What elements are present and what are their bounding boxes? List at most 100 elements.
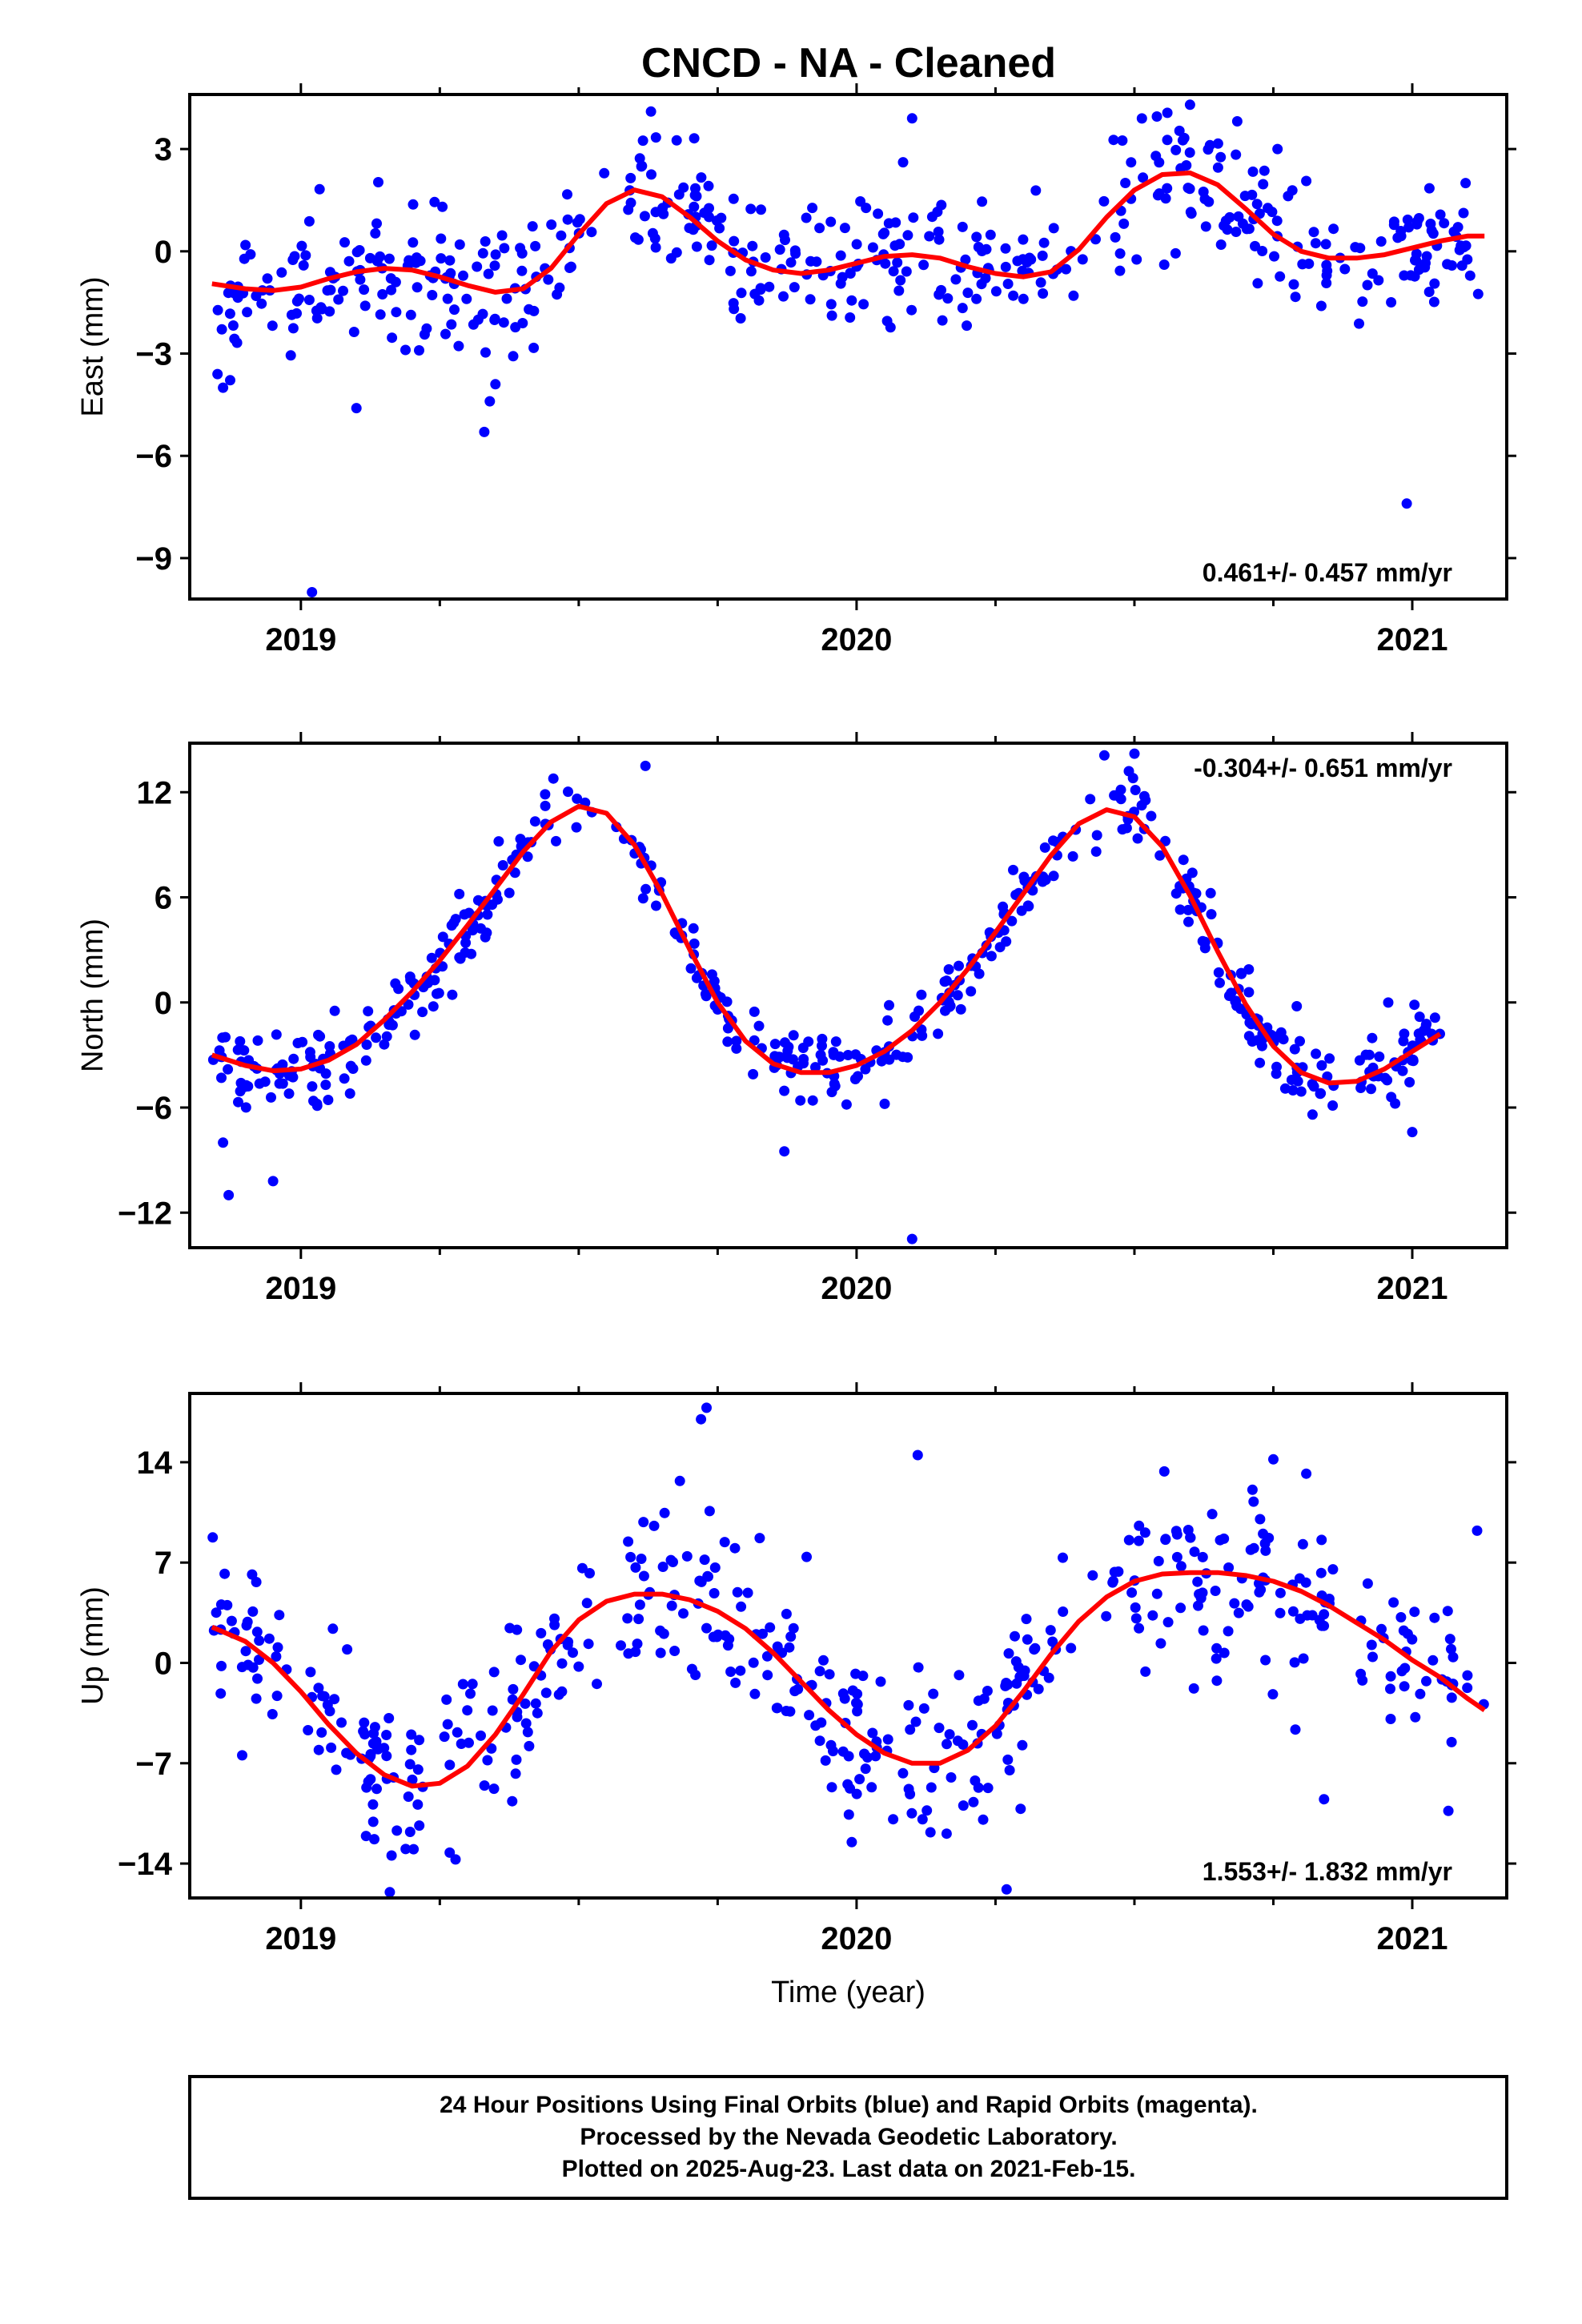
east-point xyxy=(1328,223,1339,235)
up-point xyxy=(358,1726,369,1737)
north-xtick-label: 2021 xyxy=(1377,1271,1448,1306)
up-point xyxy=(622,1613,633,1624)
east-point xyxy=(480,236,491,247)
up-point xyxy=(240,1646,251,1657)
up-point xyxy=(1275,1587,1286,1598)
up-point xyxy=(1289,1657,1300,1668)
east-point xyxy=(1460,178,1472,189)
east-point xyxy=(408,199,419,210)
up-point xyxy=(828,1746,838,1757)
up-point xyxy=(486,1743,497,1754)
east-point xyxy=(729,235,740,247)
north-point xyxy=(240,1102,251,1113)
up-point xyxy=(584,1568,595,1578)
up-point xyxy=(1175,1561,1186,1572)
up-point xyxy=(703,1571,713,1582)
east-point xyxy=(445,267,456,279)
east-point xyxy=(572,217,583,228)
up-point xyxy=(464,1737,474,1748)
east-point xyxy=(412,282,423,293)
north-point xyxy=(1307,1109,1318,1120)
up-point xyxy=(967,1719,978,1731)
north-point xyxy=(252,1035,263,1046)
up-point xyxy=(860,1763,871,1775)
east-point xyxy=(371,255,383,267)
north-point xyxy=(1048,870,1059,882)
up-point xyxy=(482,1755,493,1766)
north-point xyxy=(217,1032,228,1043)
up-point xyxy=(918,1703,930,1714)
east-point xyxy=(937,315,948,326)
up-point xyxy=(788,1622,799,1634)
east-point xyxy=(385,273,396,284)
up-point xyxy=(452,1727,463,1738)
up-point xyxy=(630,1562,641,1573)
east-point xyxy=(405,309,416,320)
east-point xyxy=(957,221,968,232)
up-point xyxy=(1000,1680,1011,1691)
north-point xyxy=(254,1078,265,1089)
east-point xyxy=(1401,498,1412,509)
up-point xyxy=(1229,1598,1240,1609)
up-point xyxy=(1211,1675,1223,1687)
north-point xyxy=(1316,1059,1327,1071)
east-point xyxy=(960,254,971,265)
north-frame xyxy=(188,742,1508,1249)
up-point xyxy=(686,1663,697,1675)
east-point xyxy=(658,208,669,219)
north-point xyxy=(830,1036,841,1047)
footer-line-3: Plotted on 2025-Aug-23. Last data on 202… xyxy=(562,2156,1136,2182)
up-point xyxy=(412,1764,424,1775)
up-rate-label: 1.553+/- 1.832 mm/yr xyxy=(1203,1857,1452,1886)
east-point xyxy=(1212,138,1223,149)
north-point xyxy=(1438,0,1448,6)
east-point xyxy=(404,255,415,266)
north-point xyxy=(339,1073,350,1084)
north-point xyxy=(1136,800,1147,811)
east-point xyxy=(1158,259,1170,270)
east-point xyxy=(498,317,509,328)
up-point xyxy=(1162,1617,1174,1628)
up-point xyxy=(384,1887,396,1898)
up-point xyxy=(556,1658,568,1669)
east-point xyxy=(1386,297,1397,308)
up-point xyxy=(536,1627,547,1638)
north-point xyxy=(1429,1012,1440,1023)
north-point xyxy=(1090,846,1102,857)
north-point xyxy=(1085,794,1096,805)
east-point xyxy=(646,169,656,180)
up-point xyxy=(657,1562,669,1572)
up-point xyxy=(735,1665,746,1676)
east-point xyxy=(1429,278,1440,289)
up-point xyxy=(970,1775,981,1786)
up-point xyxy=(211,1607,222,1618)
east-point xyxy=(528,342,540,353)
north-point xyxy=(447,989,458,1000)
up-point xyxy=(476,1730,486,1741)
up-point xyxy=(407,1774,418,1785)
north-point xyxy=(640,760,651,771)
up-point xyxy=(444,1759,456,1771)
north-point xyxy=(1464,0,1474,6)
up-point xyxy=(444,1847,456,1858)
up-point xyxy=(1446,1643,1456,1655)
east-point xyxy=(446,319,457,330)
east-point xyxy=(429,196,440,207)
east-point xyxy=(764,281,775,292)
east-point xyxy=(1271,215,1283,227)
up-point xyxy=(1045,1625,1056,1636)
north-point xyxy=(731,1043,742,1054)
east-point xyxy=(1162,183,1173,194)
north-point xyxy=(563,786,573,798)
up-point xyxy=(216,1660,227,1671)
up-point xyxy=(254,1635,265,1647)
north-point xyxy=(1397,1065,1408,1076)
east-point xyxy=(1114,248,1126,259)
north-point xyxy=(292,1038,303,1048)
east-point xyxy=(934,234,945,245)
up-point xyxy=(757,1628,768,1639)
up-point xyxy=(1211,1642,1223,1654)
up-point xyxy=(826,1782,837,1793)
up-fit-line xyxy=(211,1570,1486,1789)
up-point xyxy=(371,1783,382,1795)
